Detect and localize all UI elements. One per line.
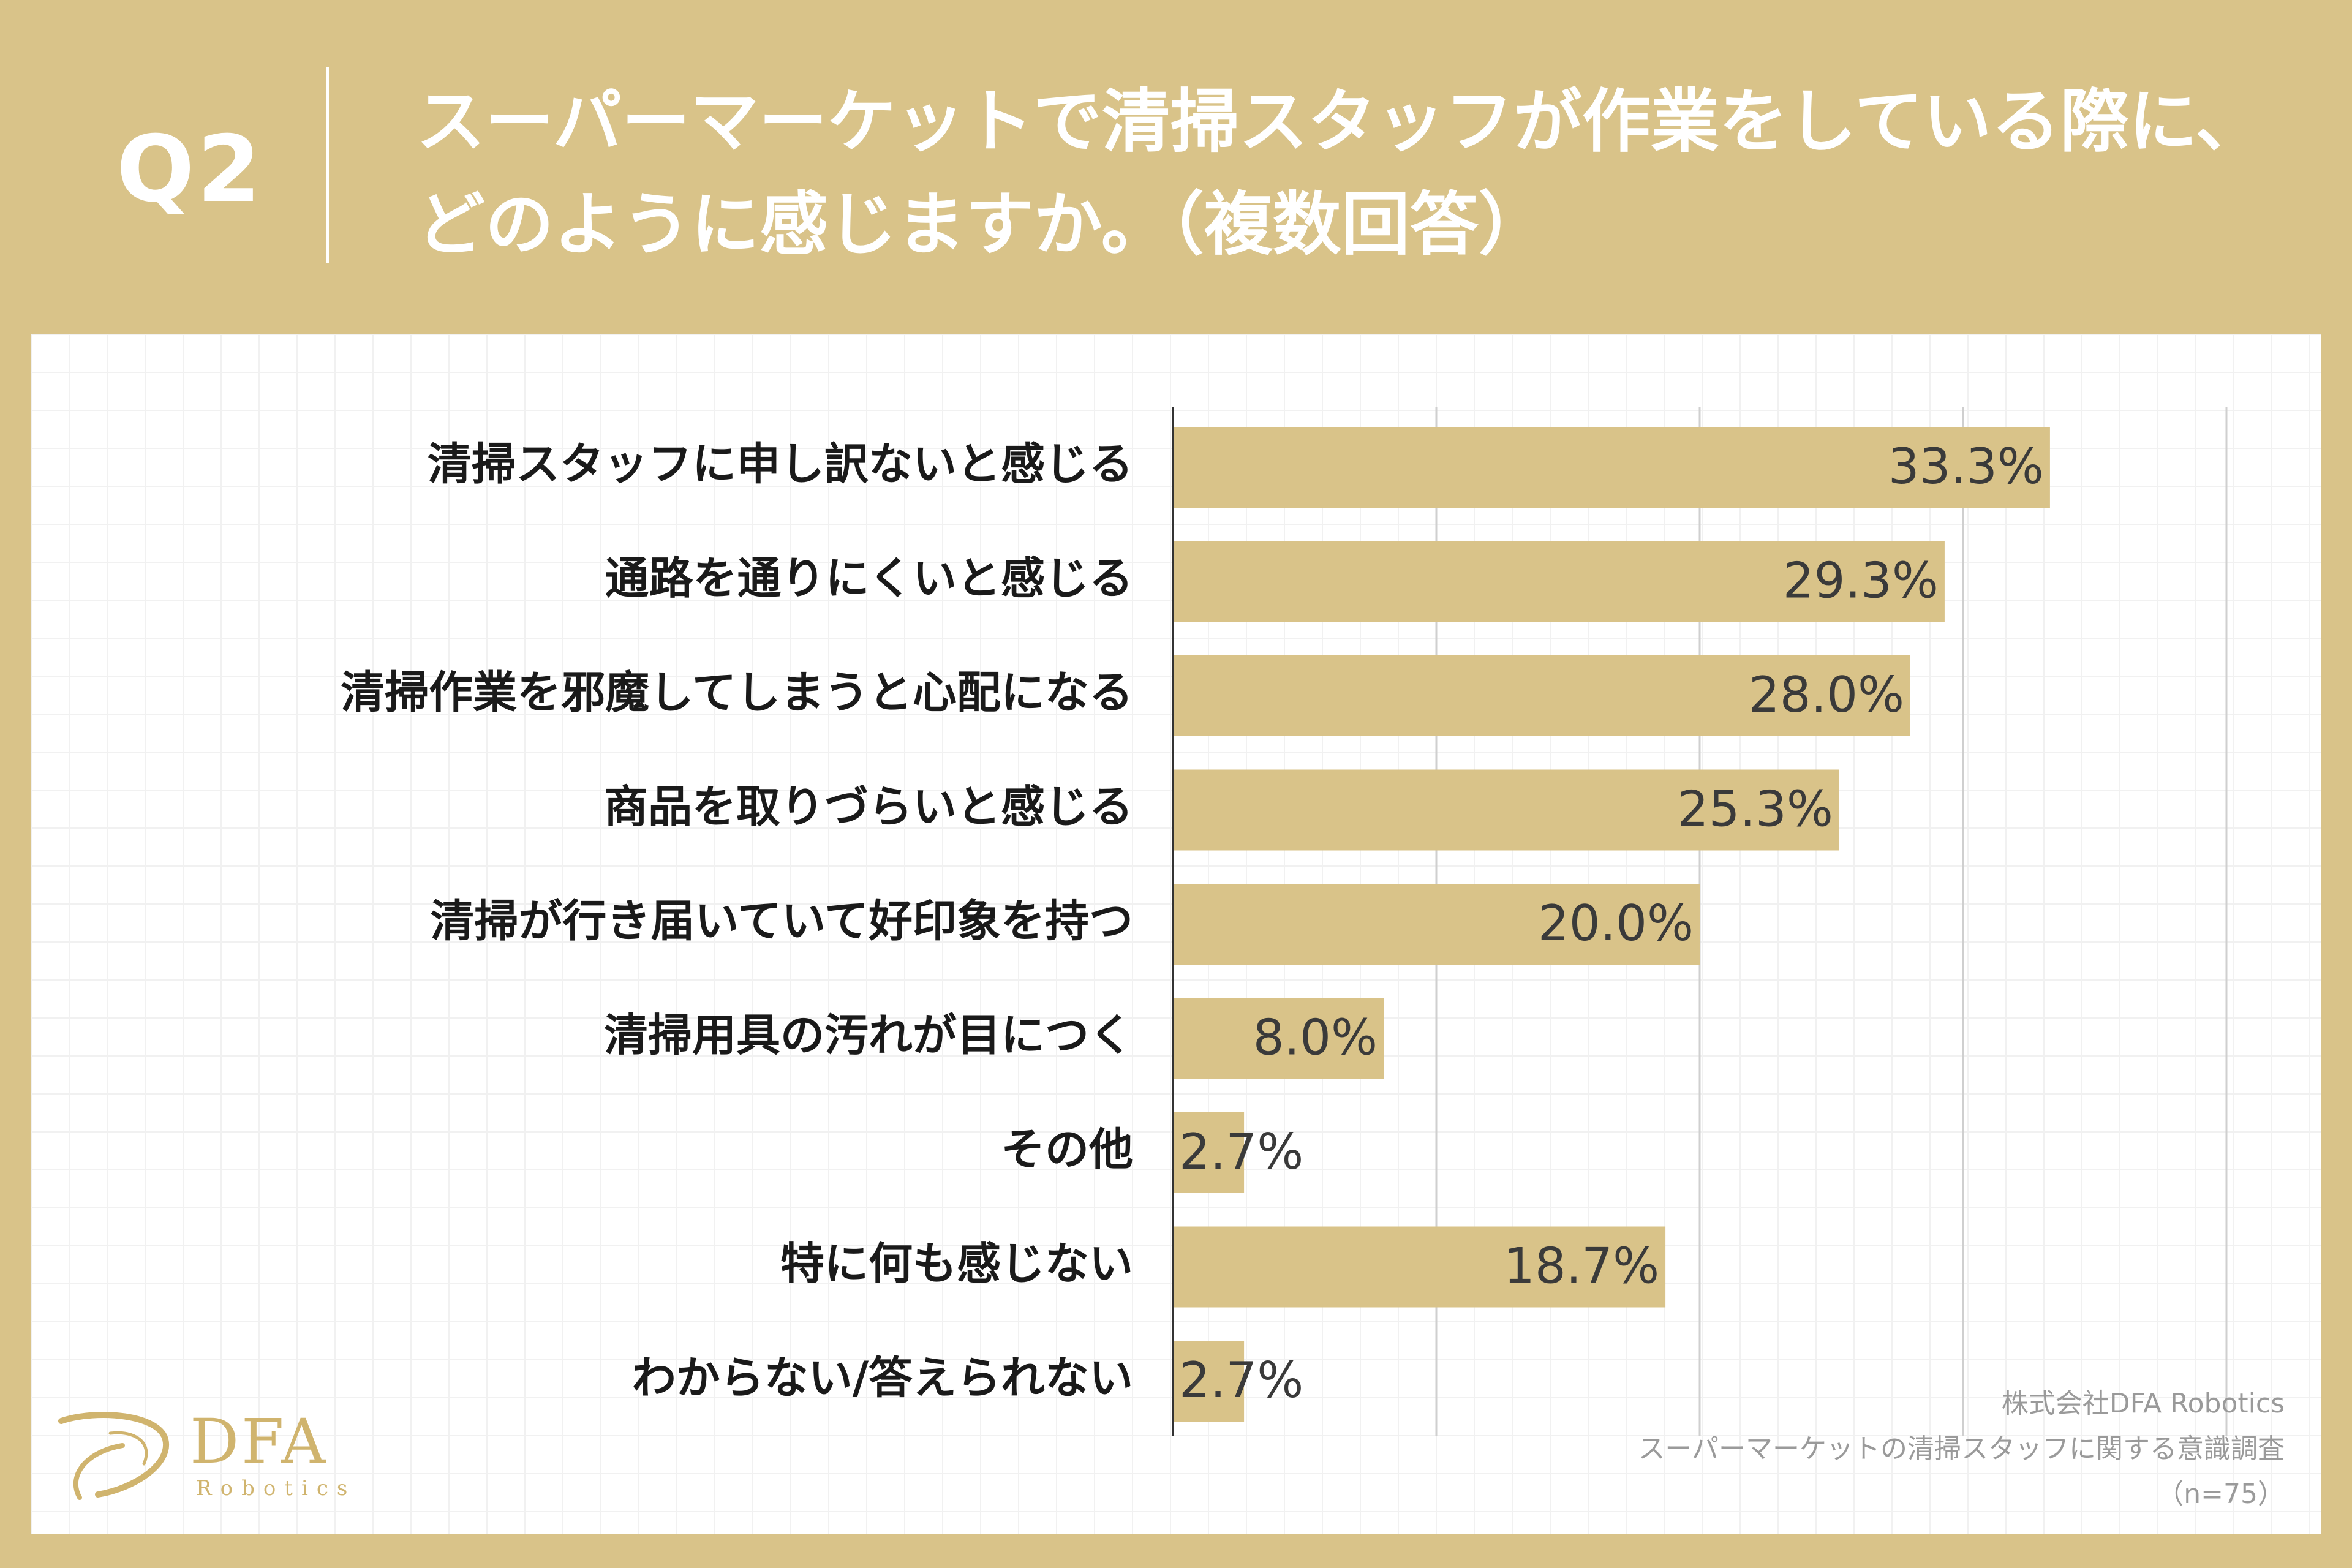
source-survey: スーパーマーケットの清掃スタッフに関する意識調査 (1638, 1433, 2285, 1464)
value-label: 33.3% (1888, 438, 2044, 495)
question-title-line1: スーパーマーケットで清掃スタッフが作業をしている際に、 (417, 82, 2264, 162)
logo-subtitle: Robotics (196, 1476, 356, 1501)
category-label: わからない/答えられない (632, 1352, 1133, 1404)
category-label: 通路を通りにくいと感じる (605, 552, 1133, 604)
category-label: その他 (1001, 1124, 1133, 1175)
category-label: 商品を取りづらいと感じる (604, 781, 1133, 832)
value-label: 28.0% (1749, 666, 1904, 723)
chart-panel: 清掃スタッフに申し訳ないと感じる 33.3% 通路を通りにくいと感じる 29.3% 清掃… (31, 334, 2321, 1534)
question-header: Q2 スーパーマーケットで清掃スタッフが作業をしている際に、 どのように感じます… (0, 0, 2352, 331)
value-label: 29.3% (1783, 552, 1939, 609)
value-label: 18.7% (1504, 1237, 1659, 1294)
source-note: 株式会社DFA Robotics スーパーマーケットの清掃スタッフに関する意識調… (1638, 1381, 2285, 1517)
value-label: 8.0% (1253, 1009, 1378, 1066)
category-label: 特に何も感じない (780, 1238, 1133, 1289)
bar (1173, 541, 1945, 622)
bar (1173, 884, 1700, 965)
bar-chart: 清掃スタッフに申し訳ないと感じる 33.3% 通路を通りにくいと感じる 29.3% 清掃… (341, 407, 2228, 1436)
bar (1173, 998, 1384, 1079)
dfa-logo: DFA Robotics (43, 1396, 361, 1519)
bar (1173, 1341, 1245, 1422)
bar (1173, 655, 1910, 736)
category-label: 清掃作業を邪魔してしまうと心配になる (341, 667, 1133, 718)
bar (1173, 769, 1839, 851)
bar (1173, 427, 2050, 508)
value-label: 2.7% (1179, 1352, 1303, 1409)
category-label: 清掃スタッフに申し訳ないと感じる (428, 439, 1133, 490)
value-label: 2.7% (1179, 1123, 1303, 1180)
source-sample: （n=75） (2157, 1479, 2285, 1510)
logo-name: DFA (190, 1406, 328, 1477)
logo-swoosh-icon (58, 1412, 170, 1500)
value-label: 25.3% (1678, 780, 1833, 837)
source-company: 株式会社DFA Robotics (2001, 1388, 2285, 1419)
header-divider (326, 67, 329, 263)
value-label: 20.0% (1538, 895, 1694, 952)
bar (1173, 1112, 1245, 1193)
bar (1173, 1226, 1666, 1308)
category-label: 清掃が行き届いていて好印象を持つ (430, 895, 1133, 947)
question-number: Q2 (116, 116, 263, 223)
category-label: 清掃用具の汚れが目につく (604, 1009, 1133, 1061)
question-title: スーパーマーケットで清掃スタッフが作業をしている際に、 どのように感じますか。（… (417, 70, 2315, 276)
question-title-line2: どのように感じますか。（複数回答） (417, 185, 1547, 265)
